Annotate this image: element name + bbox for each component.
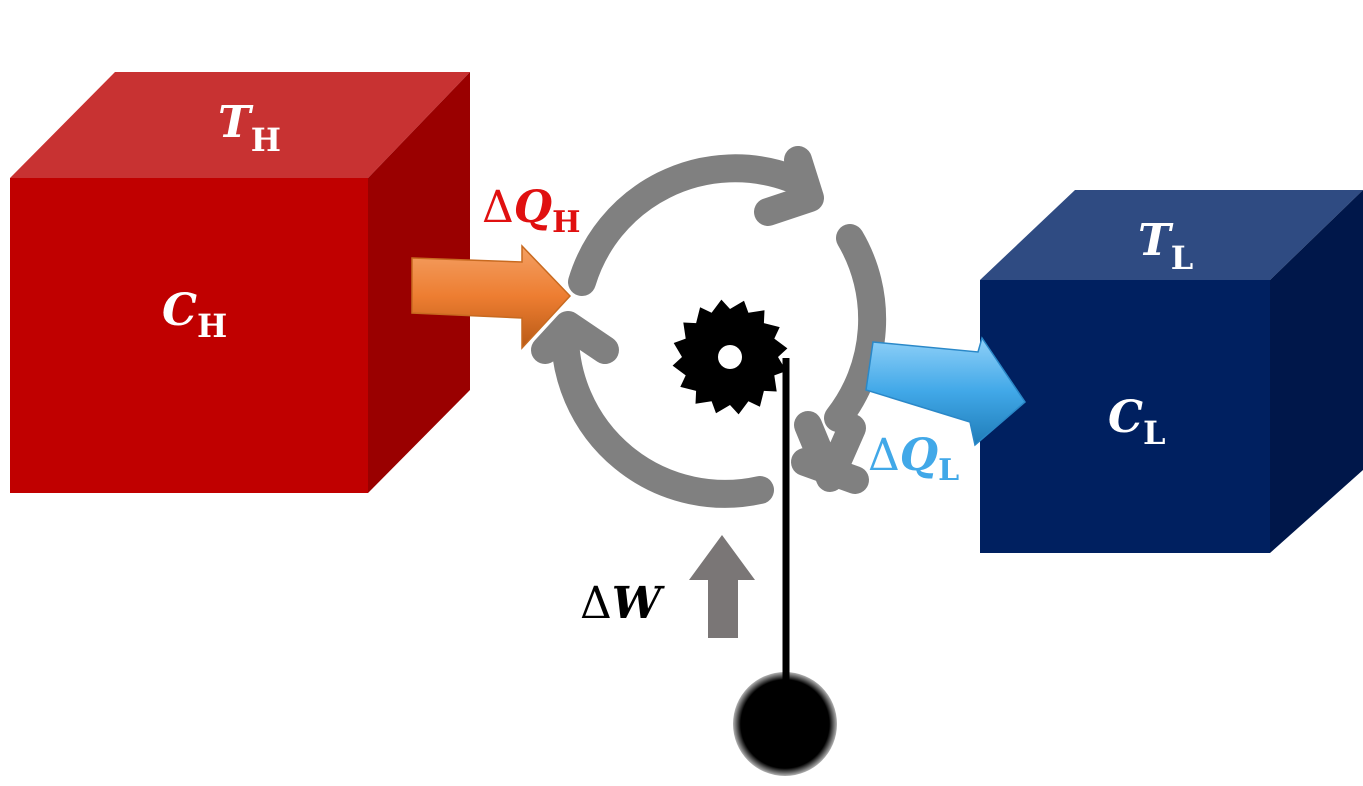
cold-reservoir [980, 190, 1363, 553]
heat-in-arrow [411, 244, 572, 350]
hot-temperature-label: TH [218, 97, 281, 159]
cycle-arrow-left-head [531, 311, 619, 364]
heat-out-arrow [865, 336, 1026, 447]
cycle-arrow-right-tail [791, 448, 869, 494]
cold-capacity-label: CL [1108, 392, 1166, 452]
work-label: ΔW [580, 578, 666, 629]
cold-cube-front [980, 280, 1270, 553]
cycle-arrow-top-head [754, 146, 824, 226]
heat-in-label: ΔQH [482, 182, 580, 240]
hanging-weight [733, 672, 837, 776]
gear-hub [718, 345, 742, 369]
hot-cube-top [10, 72, 470, 178]
cycle-arrow-right [824, 224, 887, 432]
cycle-arrow-top [568, 154, 804, 296]
cycle-arrow-left [550, 316, 774, 508]
heat-out-label: ΔQL [868, 430, 959, 488]
gear-icon [672, 299, 788, 415]
cycle-arrows [531, 146, 887, 508]
hot-cube-front [10, 178, 368, 493]
work-arrow [689, 535, 755, 638]
cold-cube-top [980, 190, 1363, 280]
cold-temperature-label: TL [1138, 215, 1193, 277]
hot-capacity-label: CH [162, 285, 227, 345]
hot-reservoir [10, 72, 470, 493]
cold-cube-side [1270, 190, 1363, 553]
